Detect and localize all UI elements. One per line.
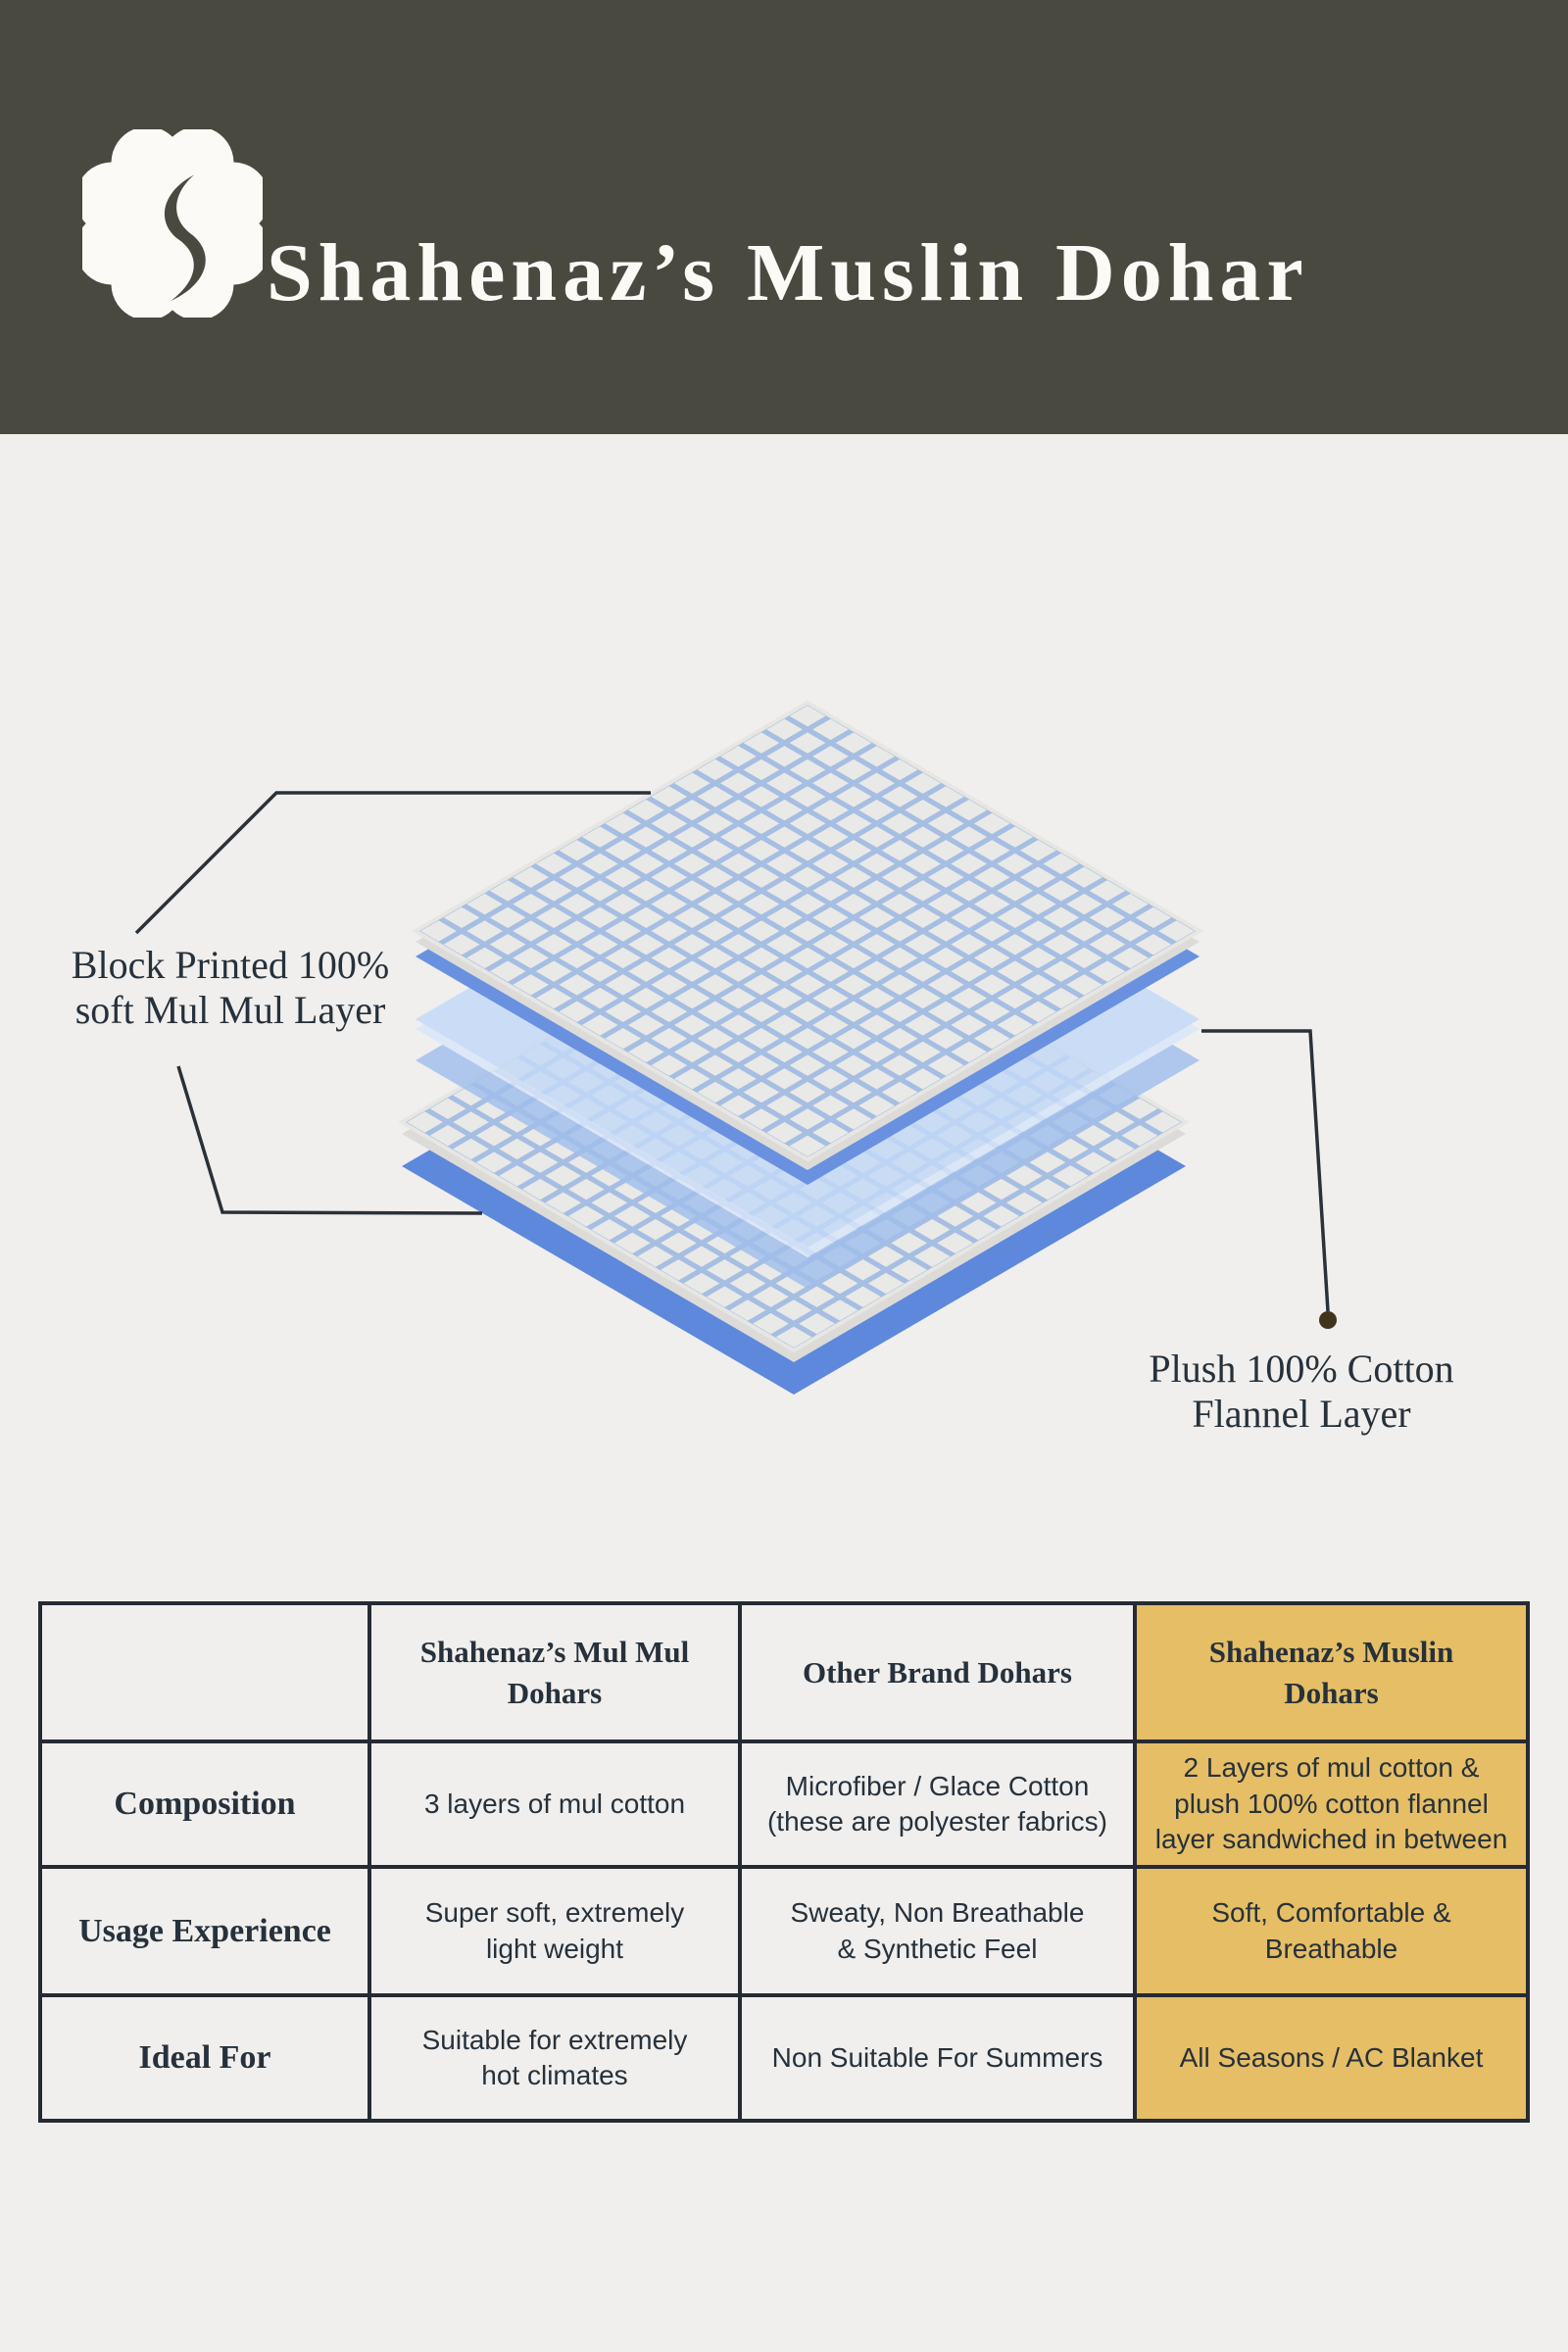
row-label-ideal-for: Ideal For [42,1997,371,2119]
cell-composition-muslin: 2 Layers of mul cotton & plush 100% cott… [1137,1743,1526,1869]
mulmul-top-layer [412,700,1203,1185]
cell-usage-muslin: Soft, Comfortable & Breathable [1137,1869,1526,1997]
leader-line-top-label-lower [176,1065,483,1215]
row-label-usage-experience: Usage Experience [42,1869,371,1997]
row-label-composition: Composition [42,1743,371,1869]
brand-logo-icon [82,129,263,318]
column-header-muslin: Shahenaz’s Muslin Dohars [1137,1605,1526,1743]
label-mulmul-layer: Block Printed 100% soft Mul Mul Layer [71,943,390,1032]
table-corner-cell [42,1605,371,1743]
cell-composition-other: Microfiber / Glace Cotton (these are pol… [742,1743,1137,1869]
leader-line-top-label [134,791,651,935]
leader-line-bottom-label [1201,1029,1330,1312]
cell-ideal-other: Non Suitable For Summers [742,1997,1137,2119]
column-header-other-brand: Other Brand Dohars [742,1605,1137,1743]
comparison-table: Shahenaz’s Mul Mul Dohars Other Brand Do… [38,1601,1530,2123]
column-header-mulmul: Shahenaz’s Mul Mul Dohars [371,1605,742,1743]
cell-ideal-mulmul: Suitable for extremely hot climates [371,1997,742,2119]
leader-dot [1319,1311,1337,1329]
label-flannel-layer: Plush 100% Cotton Flannel Layer [1149,1347,1454,1436]
cell-usage-other: Sweaty, Non Breathable & Synthetic Feel [742,1869,1137,1997]
cell-usage-mulmul: Super soft, extremely light weight [371,1869,742,1997]
cell-composition-mulmul: 3 layers of mul cotton [371,1743,742,1869]
header-banner: Shahenaz’s Muslin Dohar [0,0,1568,434]
cell-ideal-muslin: All Seasons / AC Blanket [1137,1997,1526,2119]
page-title: Shahenaz’s Muslin Dohar [267,227,1309,319]
